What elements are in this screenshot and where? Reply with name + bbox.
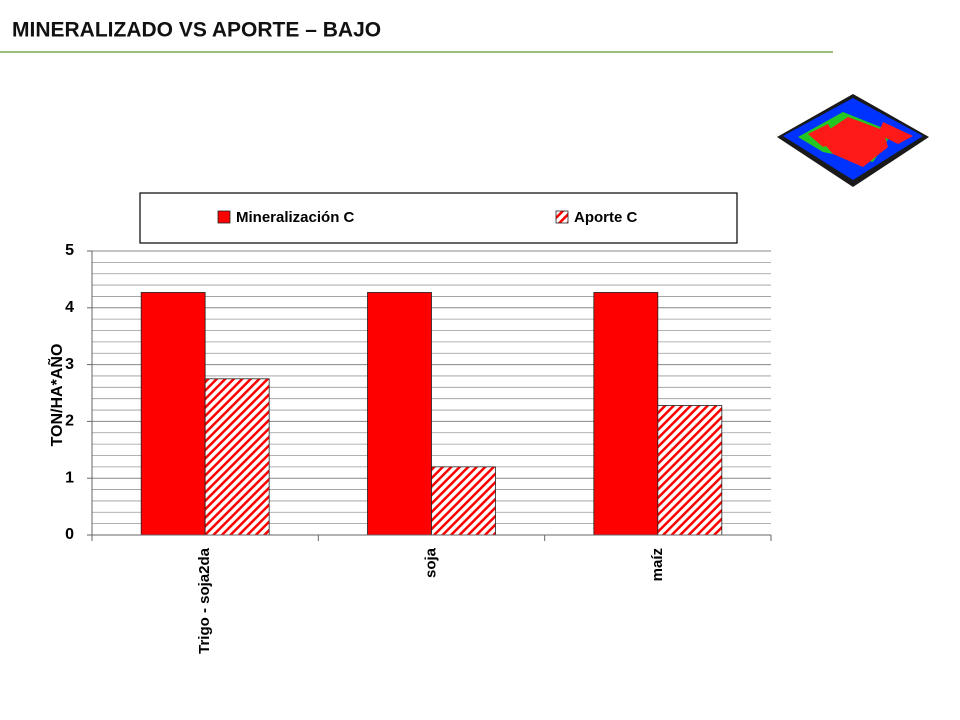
bar [204, 378, 270, 536]
y-tick-label: 0 [65, 526, 74, 543]
y-axis-label: TON/HA*AÑO [46, 344, 66, 447]
legend-label: Aporte C [574, 209, 638, 226]
y-tick-label: 4 [65, 299, 74, 316]
legend-swatch [555, 210, 569, 224]
field-map-icon [777, 94, 929, 187]
y-tick-label: 5 [65, 242, 74, 259]
y-tick-label: 3 [65, 356, 74, 373]
x-tick-label: Trigo - soja2da [196, 547, 213, 654]
x-tick-label: soja [422, 547, 439, 578]
slide-title: MINERALIZADO VS APORTE – BAJO [12, 19, 381, 42]
bar [140, 292, 206, 536]
x-tick-label: maíz [649, 548, 666, 581]
legend-box [139, 192, 738, 244]
bar [431, 466, 496, 536]
legend-swatch [217, 210, 231, 224]
y-tick-label: 1 [65, 469, 74, 486]
bar [367, 292, 432, 536]
legend-label: Mineralización C [236, 209, 355, 226]
bar [593, 292, 659, 536]
bar [657, 405, 723, 536]
y-tick-label: 2 [65, 413, 74, 430]
